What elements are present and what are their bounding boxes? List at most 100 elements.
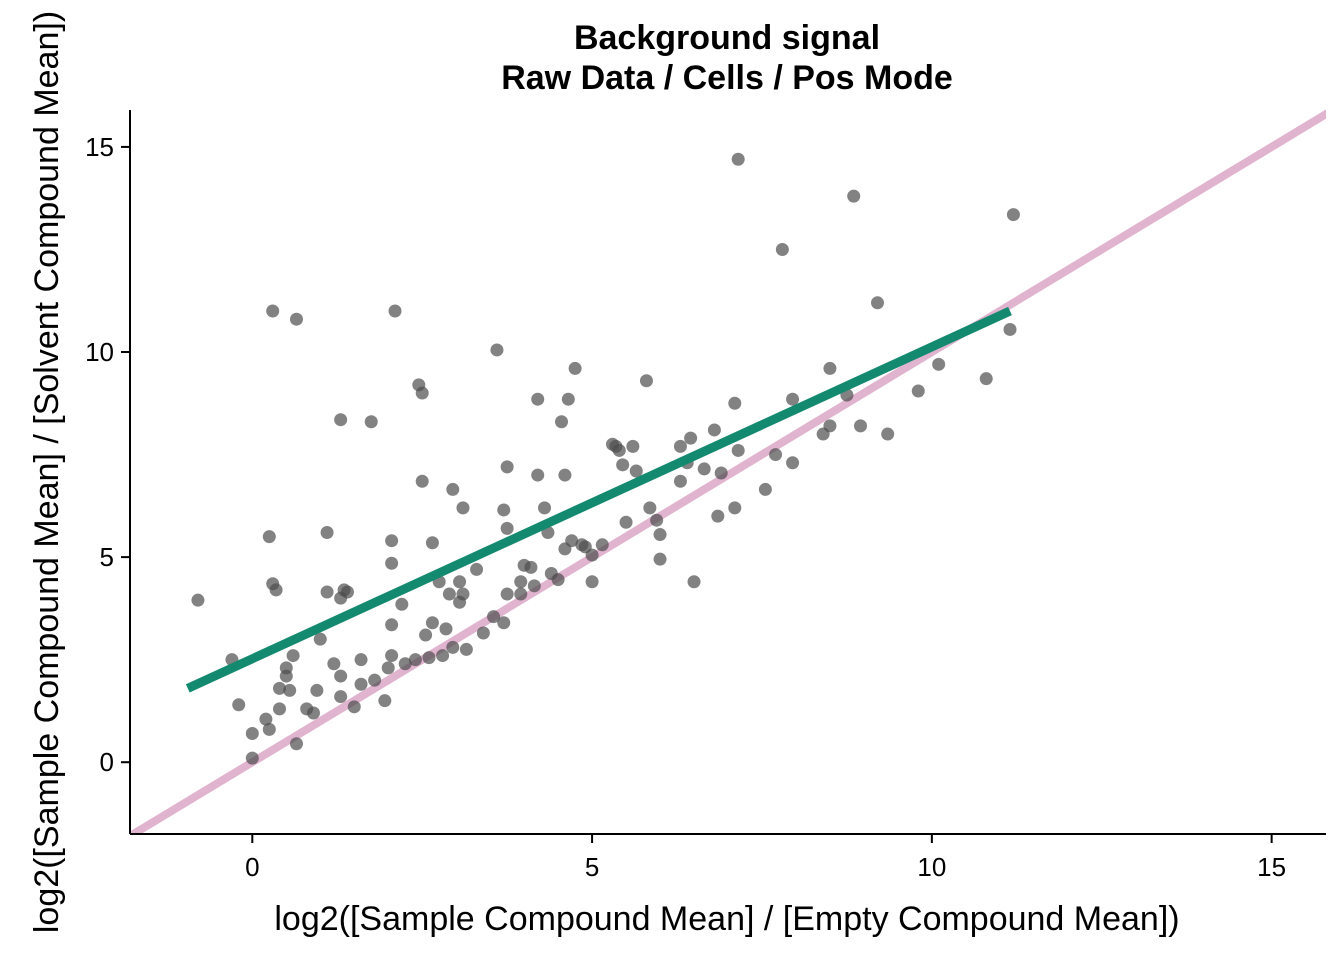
data-point	[320, 585, 334, 599]
x-tick-label: 5	[585, 852, 599, 882]
data-point	[289, 737, 303, 751]
data-point	[340, 585, 354, 599]
data-point	[823, 361, 837, 375]
data-point	[707, 423, 721, 437]
data-point	[266, 304, 280, 318]
data-point	[911, 384, 925, 398]
data-point	[775, 242, 789, 256]
data-point	[527, 579, 541, 593]
data-point	[354, 677, 368, 691]
x-axis: 0 5 10 15	[130, 833, 1326, 882]
data-point	[673, 474, 687, 488]
data-point	[643, 501, 657, 515]
data-point	[531, 392, 545, 406]
data-point	[313, 632, 327, 646]
data-point	[456, 501, 470, 515]
data-point	[497, 503, 511, 517]
data-point	[415, 386, 429, 400]
data-point	[531, 468, 545, 482]
data-point	[273, 681, 286, 695]
data-point	[398, 657, 412, 671]
data-point	[262, 530, 276, 544]
x-tick-label: 0	[245, 852, 259, 882]
data-point	[616, 458, 630, 472]
data-point	[327, 657, 341, 671]
data-point	[385, 649, 399, 663]
x-axis-label: log2([Sample Compound Mean] / [Empty Com…	[274, 900, 1179, 938]
data-point	[408, 653, 422, 667]
data-point	[932, 357, 946, 371]
identity-line	[130, 110, 1326, 834]
data-point	[551, 573, 565, 587]
data-point	[500, 587, 514, 601]
data-point	[425, 616, 439, 630]
data-point	[538, 501, 552, 515]
data-point	[273, 702, 286, 716]
data-point	[728, 396, 742, 410]
data-point	[558, 468, 572, 482]
data-point	[470, 562, 484, 576]
data-point	[514, 587, 528, 601]
x-tick-label: 15	[1257, 852, 1286, 882]
data-point	[653, 528, 667, 542]
data-point	[711, 509, 725, 523]
data-point	[871, 296, 884, 310]
data-point	[487, 610, 501, 624]
data-point	[334, 413, 348, 427]
data-point	[568, 361, 582, 375]
trend-line	[185, 306, 1012, 693]
data-point	[395, 597, 409, 611]
data-point	[476, 626, 490, 640]
data-point	[368, 673, 382, 687]
data-point	[347, 700, 361, 714]
data-point	[436, 649, 450, 663]
data-point	[1003, 322, 1017, 336]
data-point	[500, 460, 514, 474]
data-point	[378, 694, 392, 708]
data-point	[728, 501, 742, 515]
data-point	[453, 575, 467, 589]
data-point	[555, 415, 569, 429]
data-point	[881, 427, 895, 441]
plot-area	[130, 110, 1326, 834]
data-point	[769, 448, 783, 462]
data-point	[279, 669, 293, 683]
data-point	[320, 526, 334, 540]
y-tick-label: 0	[100, 747, 114, 777]
data-point	[269, 583, 283, 597]
data-point	[612, 443, 626, 457]
data-point	[354, 653, 368, 667]
data-point	[585, 548, 599, 562]
data-point	[629, 464, 643, 478]
data-point	[490, 343, 504, 357]
data-point	[561, 392, 575, 406]
data-point	[565, 534, 579, 548]
chart-title: Background signal	[574, 19, 880, 57]
data-point	[459, 642, 473, 656]
data-point	[306, 706, 320, 720]
data-point	[334, 669, 348, 683]
data-point	[334, 690, 348, 704]
data-point	[854, 419, 868, 433]
data-point	[697, 462, 711, 476]
data-point	[419, 628, 433, 642]
data-point	[442, 587, 456, 601]
data-point	[446, 482, 460, 496]
data-point	[687, 575, 701, 589]
data-point	[650, 513, 664, 527]
chart-subtitle: Raw Data / Cells / Pos Mode	[501, 59, 953, 97]
data-point	[786, 456, 800, 470]
data-point	[524, 560, 538, 574]
data-point	[639, 374, 653, 388]
data-point	[289, 312, 303, 326]
data-point	[364, 415, 378, 429]
data-point	[388, 304, 402, 318]
data-point	[731, 443, 745, 457]
data-point	[259, 712, 273, 726]
data-point	[714, 466, 728, 480]
data-point	[232, 698, 246, 712]
data-point	[1006, 208, 1020, 222]
data-point	[626, 439, 640, 453]
y-tick-label: 10	[85, 337, 114, 367]
